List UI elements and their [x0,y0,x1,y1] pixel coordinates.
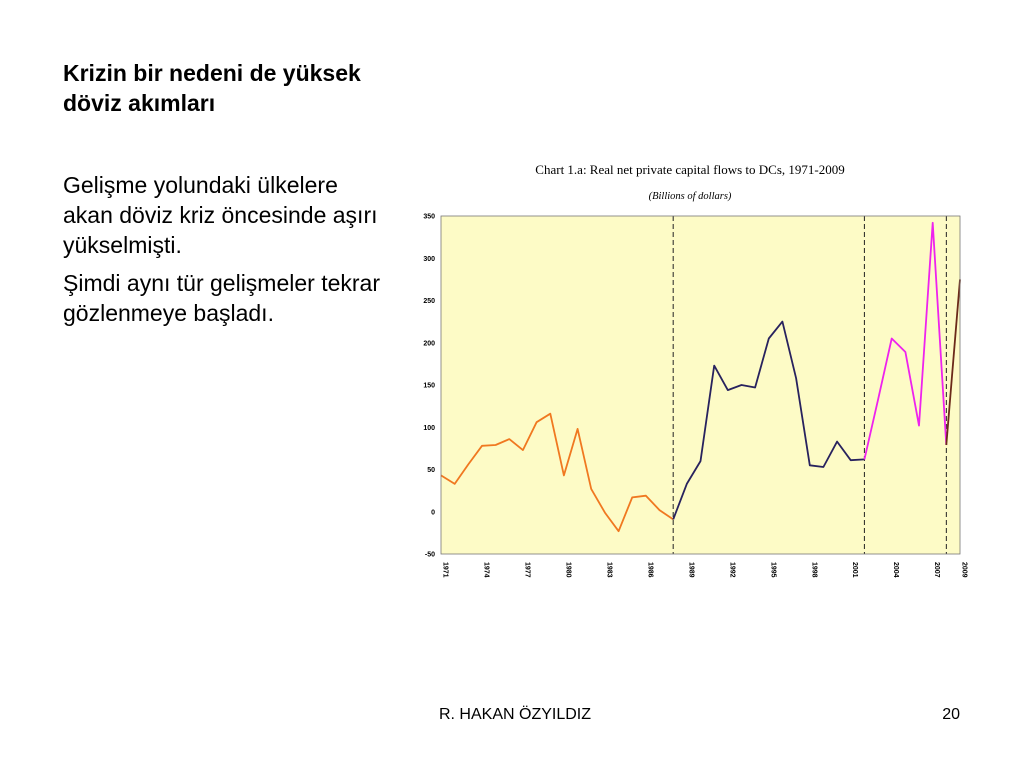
x-tick-label: 1989 [687,562,694,578]
x-tick-label: 2001 [851,562,858,578]
period-dividers [672,216,947,554]
slide-title: Krizin bir nedeni de yüksek döviz akımla… [63,60,361,116]
y-tick-label: 150 [423,383,435,390]
plot-area [441,216,960,554]
x-tick-label: 2004 [892,562,899,578]
plot-frame [440,215,961,555]
capital-flows-chart: Chart 1.a: Real net private capital flow… [423,162,968,578]
y-tick-label: 50 [427,467,435,474]
x-tick-label: 1998 [810,562,817,578]
x-tick-label: 1980 [564,562,571,578]
series-line [672,320,865,520]
y-tick-label: 200 [423,340,435,347]
x-tick-label: 1995 [769,562,776,578]
x-tick-label: 2007 [933,562,940,578]
page-number: 20 [942,706,960,723]
x-tick-label: 1986 [646,562,653,578]
x-axis-ticks: 1971 1974 1977 1980 1983 1986 1989 1992 1995 1998… [442,562,968,578]
y-tick-label: 250 [423,298,435,305]
y-tick-label: -50 [425,552,435,559]
x-tick-label: 1992 [728,562,735,578]
series-line [440,412,674,533]
data-lines [440,221,961,533]
series-line [863,221,948,460]
x-tick-label: 1977 [523,562,530,578]
x-tick-label: 1974 [482,562,489,578]
y-tick-label: 300 [423,256,435,263]
y-axis-ticks: 350 300 250 200 150 100 50 0 -50 [423,214,435,559]
footer-author: R. HAKAN ÖZYILDIZ [438,706,592,723]
body-paragraph-1: Gelişme yolundaki ülkelere akan döviz kr… [63,172,378,258]
y-tick-label: 100 [423,425,435,432]
chart-title: Chart 1.a: Real net private capital flow… [535,162,844,177]
chart-subtitle: (Billions of dollars) [649,191,732,202]
x-tick-label: 1983 [605,562,612,578]
slide-body: Gelişme yolundaki ülkelere akan döviz kr… [63,170,393,336]
series-line [945,279,961,446]
x-tick-label: 2009 [961,562,968,578]
y-tick-label: 350 [423,214,435,221]
y-tick-label: 0 [431,509,435,516]
body-paragraph-2: Şimdi aynı tür gelişmeler tekrar gözlenm… [63,270,380,326]
x-tick-label: 1971 [442,562,449,578]
